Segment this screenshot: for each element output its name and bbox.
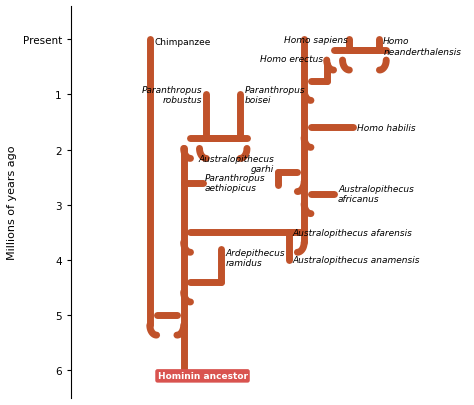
Text: Australopithecus
garhi: Australopithecus garhi: [198, 154, 274, 174]
Y-axis label: Millions of years ago: Millions of years ago: [7, 145, 17, 260]
Text: Paranthropus
boisei: Paranthropus boisei: [245, 85, 305, 105]
Text: Australopithecus afarensis: Australopithecus afarensis: [293, 228, 413, 237]
Text: Homo
neanderthalensis: Homo neanderthalensis: [383, 37, 461, 57]
Text: Chimpanzee: Chimpanzee: [155, 38, 211, 47]
Text: Hominin ancestor: Hominin ancestor: [157, 371, 247, 380]
Text: Paranthropus
robustus: Paranthropus robustus: [142, 85, 202, 105]
Text: Paranthropus
aethiopicus: Paranthropus aethiopicus: [204, 173, 265, 193]
Text: Ardepithecus
ramidus: Ardepithecus ramidus: [226, 248, 285, 267]
Text: Australopithecus anamensis: Australopithecus anamensis: [293, 256, 420, 265]
Text: Australopithecus
africanus: Australopithecus africanus: [338, 185, 414, 204]
Text: Homo sapiens: Homo sapiens: [283, 36, 347, 45]
Text: Homo erectus: Homo erectus: [260, 55, 323, 64]
Text: Homo habilis: Homo habilis: [357, 124, 416, 132]
